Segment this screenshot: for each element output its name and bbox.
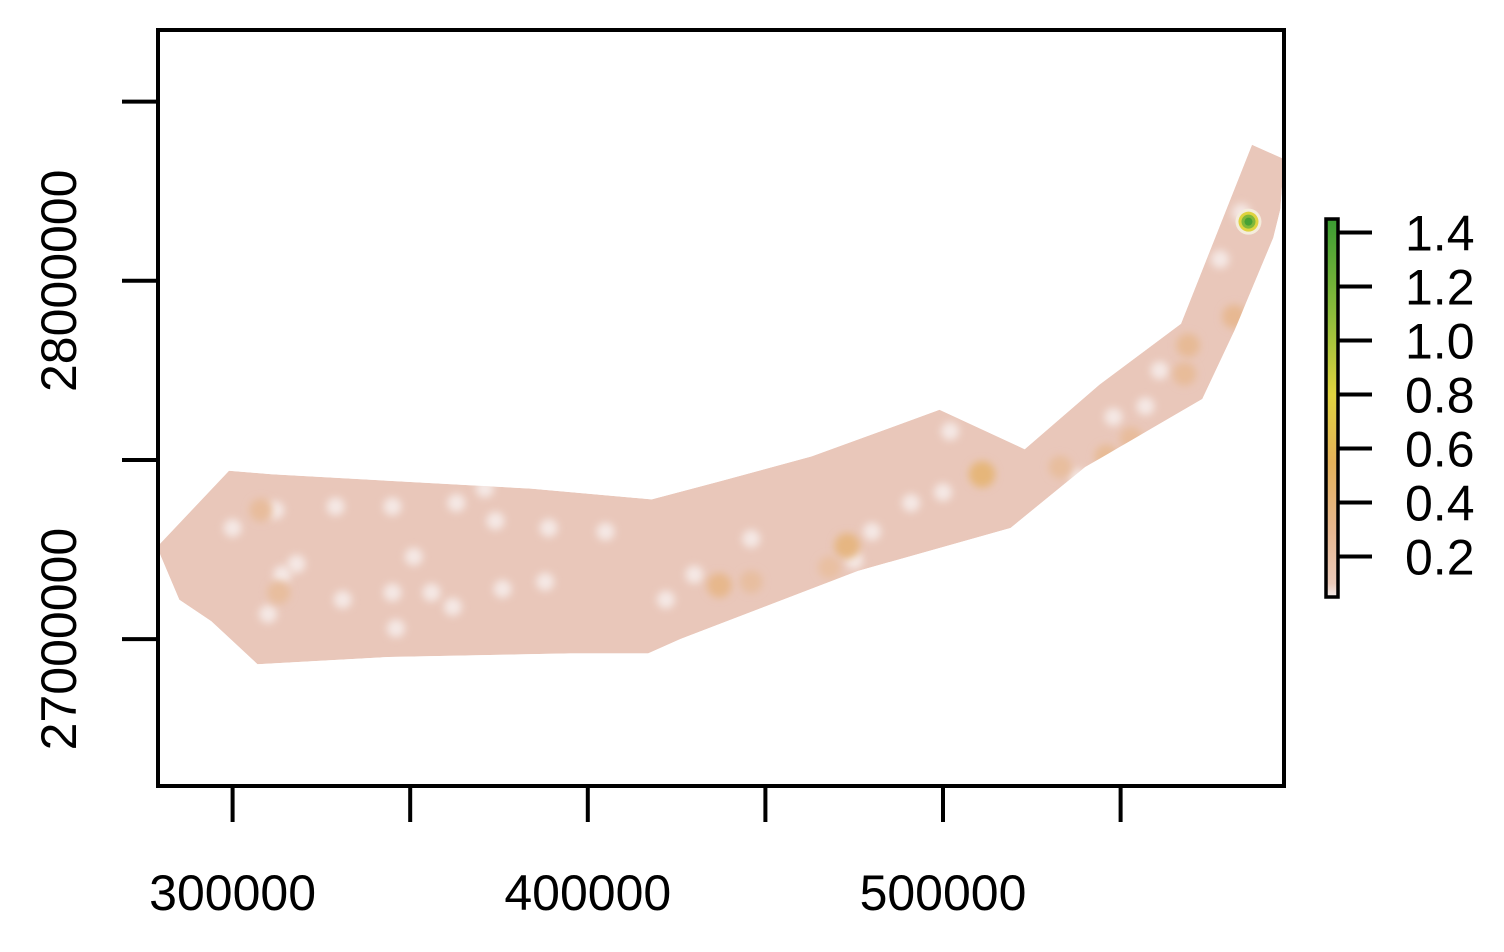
low-value-cells xyxy=(223,203,1251,638)
low-value-cell xyxy=(259,605,278,624)
low-value-cell xyxy=(287,554,306,573)
hotspot-cell xyxy=(834,533,860,559)
hotspot-cell xyxy=(706,573,732,598)
y-tick-label: 28000000 xyxy=(31,170,87,392)
legend-colorbar xyxy=(1324,217,1340,599)
low-value-cell xyxy=(404,547,423,566)
low-value-cell xyxy=(1150,361,1169,380)
low-value-cell xyxy=(934,483,953,502)
hotspot-cell xyxy=(968,461,996,488)
legend-tick-label: 1.0 xyxy=(1405,314,1475,370)
hotspot-cell xyxy=(249,498,273,522)
low-value-cell xyxy=(486,511,505,530)
low-value-cell xyxy=(902,493,921,512)
low-value-cell xyxy=(326,497,345,516)
low-value-cell xyxy=(223,519,242,538)
low-value-cell xyxy=(862,522,881,541)
low-value-cell xyxy=(333,590,352,609)
hotspot-cell xyxy=(1119,426,1143,450)
legend-tick-label: 1.4 xyxy=(1405,206,1475,262)
low-value-cell xyxy=(493,579,512,598)
legend-tick-label: 0.8 xyxy=(1405,368,1475,424)
low-value-cell xyxy=(1136,397,1155,416)
hotspot-cell xyxy=(1094,444,1119,469)
raster-region xyxy=(158,144,1284,665)
x-tick-label: 300000 xyxy=(149,865,316,921)
legend-ticks: 0.20.40.60.81.01.21.4 xyxy=(1338,206,1475,586)
legend-tick-label: 0.6 xyxy=(1405,422,1475,478)
low-value-cell xyxy=(596,522,615,541)
color-legend: 0.20.40.60.81.01.21.4 xyxy=(1324,206,1475,599)
low-value-cell xyxy=(273,565,292,584)
raster-layer xyxy=(158,144,1284,665)
hotspot-cell xyxy=(818,556,841,579)
low-value-cell xyxy=(447,493,466,512)
low-value-cell xyxy=(1104,407,1123,426)
hotspot-core xyxy=(1244,217,1253,226)
legend-tick-label: 0.2 xyxy=(1405,530,1475,586)
low-value-cell xyxy=(536,572,555,591)
low-value-cell xyxy=(443,597,462,616)
x-tick-label: 500000 xyxy=(860,865,1027,921)
x-axis: 300000 400000 500000 xyxy=(149,786,1123,921)
low-value-cell xyxy=(742,529,761,548)
legend-tick-label: 0.4 xyxy=(1405,476,1475,532)
hotspot-cell xyxy=(1172,362,1197,386)
y-tick-label: 27000000 xyxy=(31,528,87,750)
legend-tick-label: 1.2 xyxy=(1405,260,1475,316)
low-value-cell xyxy=(475,479,494,498)
low-value-cell xyxy=(1068,468,1087,487)
low-value-cell xyxy=(539,519,558,538)
low-value-cell xyxy=(685,565,704,584)
hotspot-cell xyxy=(267,581,291,604)
low-value-cell xyxy=(383,497,402,516)
low-value-cell xyxy=(1211,250,1230,269)
hotspot-cell xyxy=(739,570,763,594)
hotspot-cell xyxy=(1176,333,1200,358)
low-value-cell xyxy=(383,583,402,602)
low-value-cell xyxy=(386,619,405,638)
low-value-cell xyxy=(422,583,441,602)
hotspot-cell xyxy=(1222,304,1247,329)
plot-frame xyxy=(156,28,1286,788)
low-value-cell xyxy=(656,590,675,609)
x-tick-label: 400000 xyxy=(504,865,671,921)
hotspot-cell xyxy=(1048,455,1072,479)
low-value-cell xyxy=(941,422,960,441)
y-axis: 27000000 28000000 xyxy=(31,99,158,750)
